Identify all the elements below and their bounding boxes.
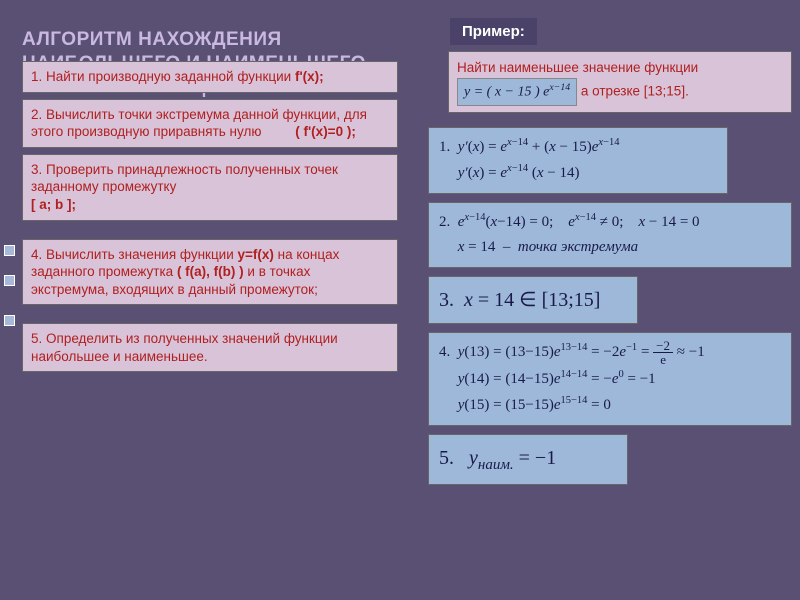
solution-step-1: 1. y′(x) = ex−14 + (x − 15)ex−14 y′(x) =… xyxy=(428,127,728,194)
frac-top: −2 xyxy=(653,339,673,353)
solution-step-2: 2. ex−14(x−14) = 0; ex−14 ≠ 0; x − 14 = … xyxy=(428,202,792,268)
page-title: АЛГОРИТМ НАХОЖДЕНИЯ НАИБОЛЬШЕГО И НАИМЕН… xyxy=(0,0,410,109)
formula-exp: x−14 xyxy=(549,82,570,93)
step-formula: ( f'(x)=0 ); xyxy=(295,124,356,139)
step-formula: ( f(a), f(b) ) xyxy=(177,264,244,279)
step-5: 5. Определить из полученных значений фун… xyxy=(22,323,398,372)
step-text: 1. Найти производную заданной функции xyxy=(31,69,295,84)
example-label: Пример: xyxy=(450,18,537,45)
step-text: 4. Вычислить значения функции xyxy=(31,247,238,262)
solution-step-4: 4. y(13) = (13−15)e13−14 = −2e−1 = −2e ≈… xyxy=(428,332,792,426)
bullet-icon xyxy=(4,275,15,286)
solution-step-3: 3. x = 14 ∈ [13;15] xyxy=(428,276,638,324)
step-4: 4. Вычислить значения функции y=f(x) на … xyxy=(22,239,398,306)
step-formula: [ a; b ]; xyxy=(31,197,76,212)
step-formula: y=f(x) xyxy=(238,247,274,262)
solution-step-5: 5. yнаим. = −1 xyxy=(428,434,628,486)
bullet-icon xyxy=(4,315,15,326)
step-3: 3. Проверить принадлежность полученных т… xyxy=(22,154,398,221)
step-2: 2. Вычислить точки экстремума данной фун… xyxy=(22,99,398,148)
problem-statement: Найти наименьшее значение функции y = ( … xyxy=(448,51,792,113)
step-text: 5. Определить из полученных значений фун… xyxy=(31,331,338,364)
formula-base: y = ( x − 15 ) e xyxy=(464,85,549,100)
problem-formula: y = ( x − 15 ) ex−14 xyxy=(457,78,577,106)
step-text: 3. Проверить принадлежность полученных т… xyxy=(31,162,338,195)
subscript: наим. xyxy=(478,457,514,473)
frac-bot: e xyxy=(653,353,673,366)
problem-text: Найти наименьшее значение функции xyxy=(457,60,698,75)
step-1: 1. Найти производную заданной функции f'… xyxy=(22,61,398,93)
bullet-icon xyxy=(4,245,15,256)
step-formula: f'(x); xyxy=(295,69,324,84)
problem-text: а отрезке [13;15]. xyxy=(581,84,689,99)
